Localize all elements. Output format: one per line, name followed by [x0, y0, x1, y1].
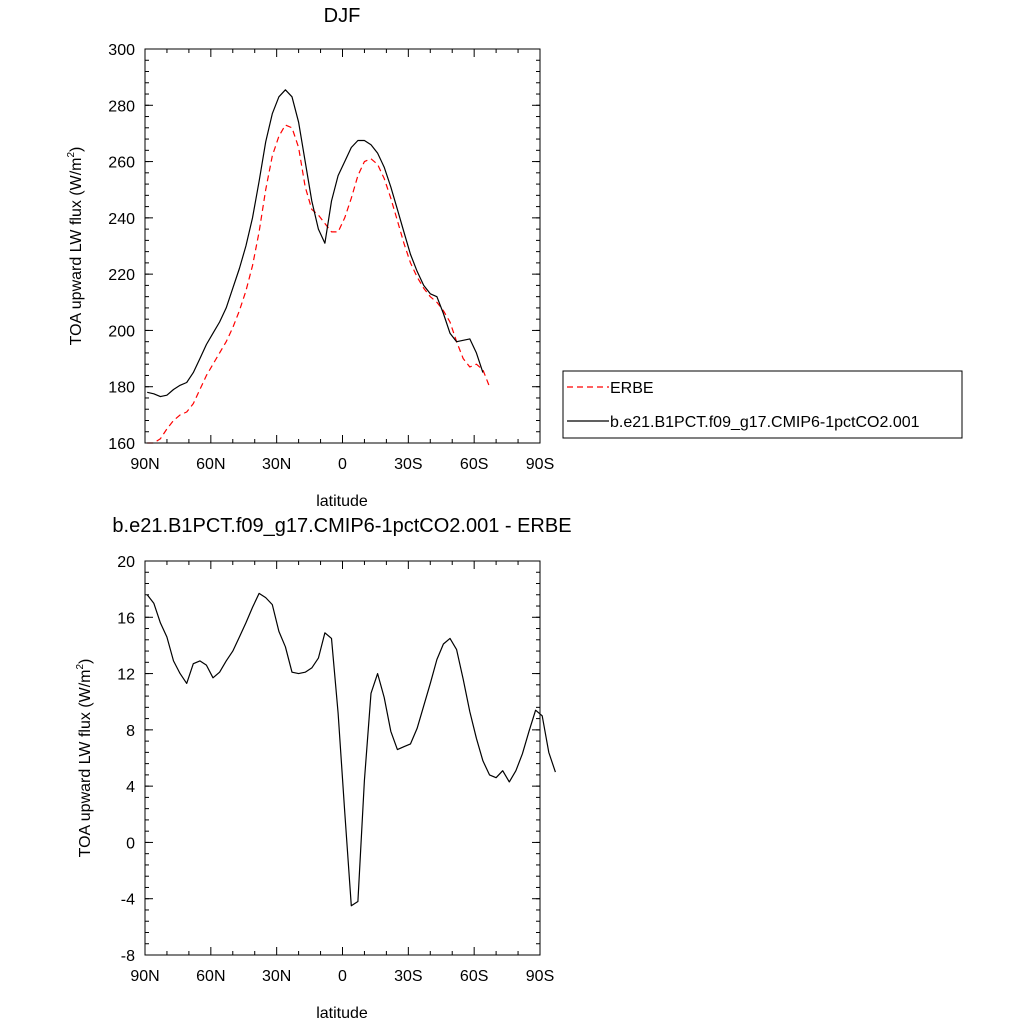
legend-label-model: b.e21.B1PCT.f09_g17.CMIP6-1pctCO2.001 — [610, 414, 920, 431]
y-tick-label: 20 — [117, 554, 135, 571]
bottom-x-ticks: 90N 60N 30N 0 30S 60S 90S — [130, 561, 554, 985]
top-chart-title: DJF — [324, 5, 361, 27]
bottom-plot-frame — [144, 560, 541, 956]
bottom-chart-title: b.e21.B1PCT.f09_g17.CMIP6-1pctCO2.001 - … — [112, 515, 571, 537]
y-tick-label: 260 — [108, 155, 135, 172]
series-line-b-e21-b1pct-f09-g17-cmip6-1pctco2-001 — [147, 89, 484, 398]
x-tick-label: 30S — [394, 968, 422, 985]
top-plot-frame — [144, 48, 541, 444]
top-x-axis-label: latitude — [316, 493, 368, 510]
legend-box — [562, 370, 963, 439]
bottom-y-axis-label: TOA upward LW flux (W/m2) — [75, 659, 94, 858]
y-tick-label: 4 — [126, 779, 135, 796]
y-tick-label: 220 — [108, 267, 135, 284]
top-x-ticks: 90N 60N 30N 0 30S 60S 90S — [130, 49, 554, 473]
y-tick-label: 8 — [126, 723, 135, 740]
x-tick-label: 90N — [130, 456, 159, 473]
y-tick-label: 200 — [108, 323, 135, 340]
x-tick-label: 60S — [460, 968, 488, 985]
bottom-series-lines — [146, 592, 556, 907]
x-tick-label: 0 — [338, 456, 347, 473]
x-tick-label: 90S — [526, 968, 554, 985]
x-tick-label: 30N — [262, 968, 291, 985]
y-tick-label: 280 — [108, 98, 135, 115]
top-y-ticks: 160 180 200 220 240 260 280 300 — [108, 42, 540, 453]
x-tick-label: 30S — [394, 456, 422, 473]
bottom-y-ticks: -8 -4 0 4 8 12 16 20 — [117, 554, 540, 965]
bottom-chart: b.e21.B1PCT.f09_g17.CMIP6-1pctCO2.001 - … — [75, 515, 572, 1022]
series-line-erbe — [147, 124, 491, 444]
x-tick-label: 60N — [196, 456, 225, 473]
x-tick-label: 60S — [460, 456, 488, 473]
top-y-axis-label: TOA upward LW flux (W/m2) — [66, 147, 85, 346]
x-tick-label: 0 — [338, 968, 347, 985]
top-chart: DJF 90N 60N 30N 0 30S 60S 90S 160 180 200 220 240 2… — [66, 5, 963, 510]
y-tick-label: 12 — [117, 667, 135, 684]
series-line-difference — [146, 592, 556, 907]
y-tick-label: 180 — [108, 380, 135, 397]
y-tick-label: 16 — [117, 610, 135, 627]
top-series-lines — [147, 89, 491, 444]
y-tick-label: 0 — [126, 835, 135, 852]
x-tick-label: 90S — [526, 456, 554, 473]
bottom-x-axis-label: latitude — [316, 1005, 368, 1022]
x-tick-label: 90N — [130, 968, 159, 985]
y-tick-label: -8 — [121, 948, 135, 965]
y-tick-label: -4 — [121, 892, 135, 909]
x-tick-label: 60N — [196, 968, 225, 985]
y-tick-label: 300 — [108, 42, 135, 59]
x-tick-label: 30N — [262, 456, 291, 473]
y-tick-label: 160 — [108, 436, 135, 453]
legend-label-erbe: ERBE — [610, 380, 654, 397]
top-legend: ERBE b.e21.B1PCT.f09_g17.CMIP6-1pctCO2.0… — [562, 370, 963, 439]
y-tick-label: 240 — [108, 211, 135, 228]
